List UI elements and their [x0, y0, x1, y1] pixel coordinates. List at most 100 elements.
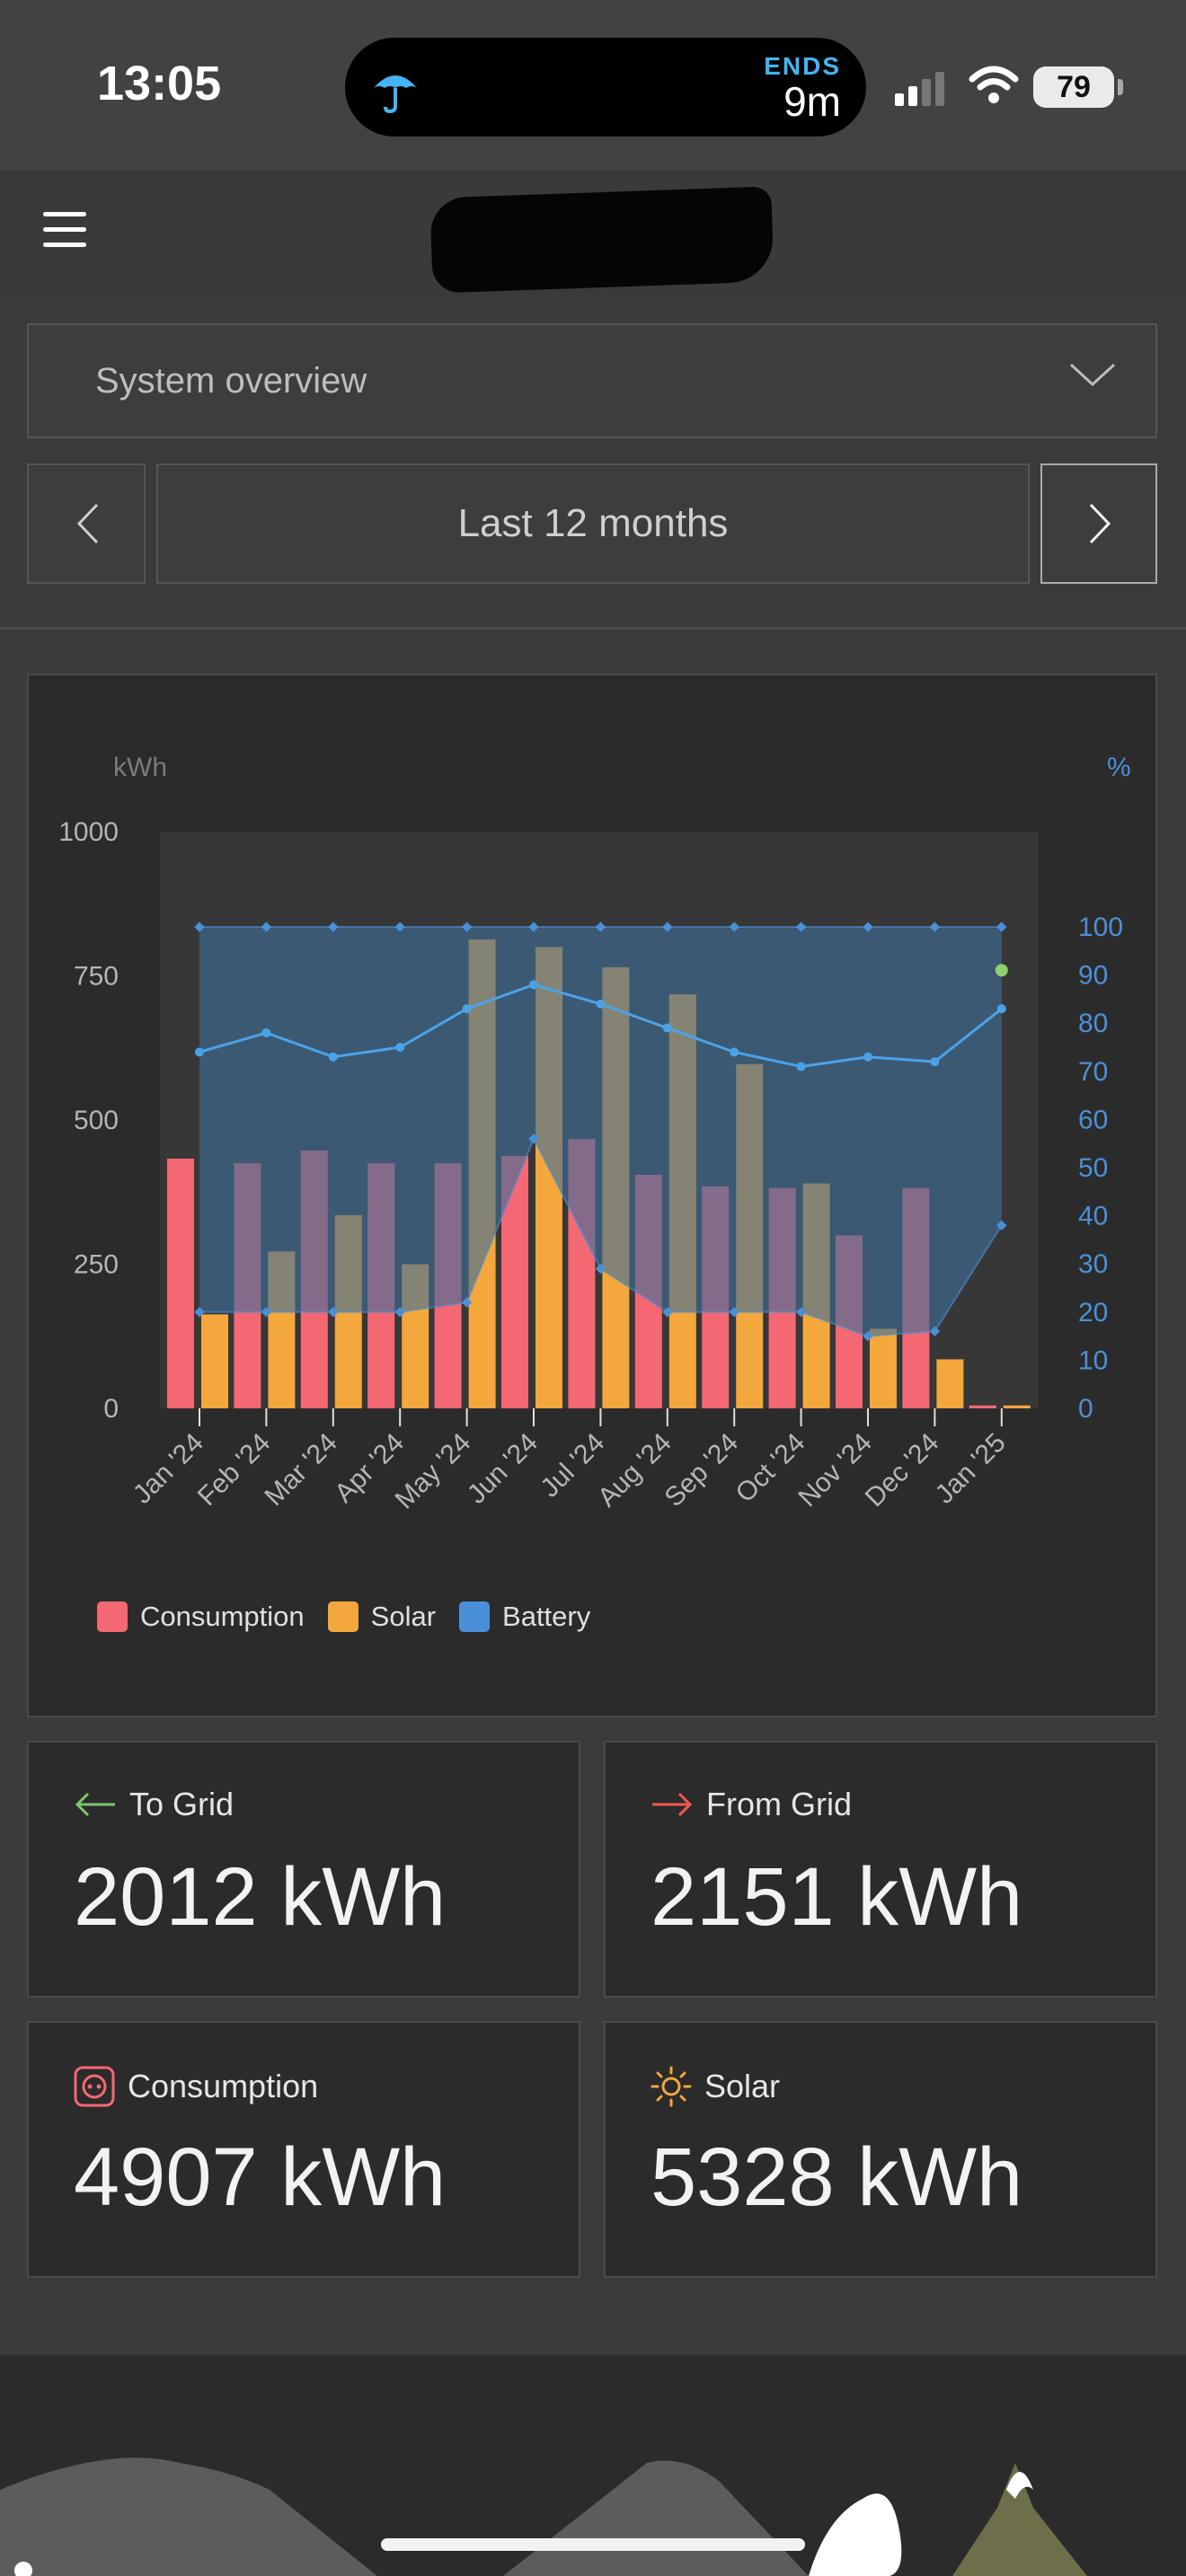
y-tick-label: 500	[74, 1106, 119, 1135]
battery-point	[194, 1307, 205, 1318]
battery-point	[729, 922, 739, 932]
stat-value: 4907 kWh	[74, 2131, 447, 2223]
stat-label: Consumption	[128, 2068, 319, 2104]
consumption-bar	[167, 1159, 194, 1408]
battery-tip	[1118, 79, 1123, 95]
x-tick-label: Feb '24	[192, 1428, 276, 1512]
view-select-value: System overview	[95, 361, 367, 401]
battery-avg-point	[996, 1004, 1006, 1014]
battery-point	[261, 922, 272, 932]
battery-avg-point	[662, 1023, 672, 1033]
battery-point	[795, 1307, 807, 1318]
y2-tick-label: 100	[1078, 913, 1123, 942]
battery-point	[394, 1307, 405, 1318]
battery-avg-point	[596, 999, 606, 1009]
battery-avg-point	[261, 1028, 271, 1037]
battery-point	[662, 922, 673, 932]
current-soc-marker	[995, 964, 1008, 977]
chevron-right-icon	[1089, 503, 1111, 544]
stat-card-consumption[interactable]: Consumption 4907 kWh	[27, 2021, 580, 2278]
y2-tick-label: 80	[1078, 1009, 1108, 1038]
battery-point	[929, 1326, 941, 1337]
y-tick-label: 250	[74, 1250, 119, 1280]
battery-point	[863, 1330, 873, 1342]
solar-bar	[870, 1328, 897, 1408]
stat-card-to-grid[interactable]: To Grid 2012 kWh	[27, 1741, 580, 1998]
arrow-right-icon	[652, 1792, 693, 1817]
next-period-button[interactable]	[1040, 463, 1157, 584]
y2-axis-unit-label: %	[1107, 753, 1131, 782]
x-tick-label: Aug '24	[592, 1428, 677, 1513]
energy-chart[interactable]: kWh % 0 250 500 750 1000 0 10 20 30 40 50 60 70 80 90 100…	[29, 675, 1155, 1716]
y2-tick-label: 10	[1078, 1345, 1108, 1375]
y2-tick-label: 40	[1078, 1202, 1108, 1231]
battery-avg-point	[462, 1004, 472, 1014]
legend-item-consumption[interactable]: Consumption	[97, 1601, 305, 1633]
battery-point	[929, 922, 941, 932]
y2-tick-label: 20	[1078, 1298, 1108, 1328]
x-tick-label: Jan '24	[128, 1428, 209, 1510]
battery-avg-point	[930, 1057, 940, 1067]
battery-point	[729, 1307, 739, 1318]
battery-avg-point	[395, 1043, 405, 1052]
clock: 13:05	[97, 57, 222, 110]
x-tick-label: Jun '24	[462, 1428, 544, 1510]
battery-avg-point	[863, 1052, 872, 1062]
legend-label: Consumption	[140, 1601, 305, 1632]
dynamic-island[interactable]: ENDS 9m	[345, 38, 866, 137]
x-tick-label: Jan '25	[930, 1428, 1012, 1510]
chevron-down-icon	[1069, 363, 1116, 387]
battery-point	[461, 1297, 473, 1308]
divider	[0, 627, 1186, 630]
y-tick-label: 0	[103, 1394, 119, 1424]
y2-tick-label: 30	[1078, 1249, 1108, 1279]
y2-tick-label: 60	[1078, 1105, 1108, 1134]
status-bar: 13:05 ENDS 9m 79	[0, 0, 1186, 171]
y-tick-label: 1000	[58, 817, 119, 847]
legend-item-battery[interactable]: Battery	[459, 1601, 590, 1633]
y-axis-unit-label: kWh	[113, 753, 167, 782]
stat-label: To Grid	[129, 1786, 235, 1822]
legend-label: Battery	[502, 1601, 591, 1632]
battery-point	[328, 922, 339, 932]
stat-label: Solar	[704, 2068, 781, 2104]
battery-point	[863, 922, 873, 932]
legend-item-solar[interactable]: Solar	[327, 1601, 437, 1633]
period-label[interactable]: Last 12 months	[156, 463, 1030, 584]
y2-tick-label: 50	[1078, 1153, 1108, 1183]
stat-card-solar[interactable]: Solar 5328 kWh	[604, 2021, 1157, 2278]
stat-card-from-grid[interactable]: From Grid 2151 kWh	[604, 1741, 1157, 1998]
battery-point	[662, 1307, 673, 1318]
redacted-logo	[429, 186, 774, 294]
battery-point	[394, 922, 405, 932]
previous-period-button[interactable]	[27, 463, 146, 584]
cellular-signal-icon	[895, 72, 944, 106]
battery-avg-point	[730, 1047, 739, 1057]
arrow-left-icon	[75, 1792, 115, 1817]
menu-button[interactable]	[43, 212, 86, 248]
stat-value: 2012 kWh	[74, 1851, 447, 1943]
battery-point	[461, 922, 473, 932]
home-indicator[interactable]	[381, 2538, 805, 2551]
chevron-left-icon	[76, 503, 99, 544]
battery-indicator: 79	[1033, 66, 1114, 108]
x-tick-label: Nov '24	[792, 1428, 878, 1513]
solar-bar	[201, 1314, 228, 1408]
battery-point	[528, 922, 539, 932]
chart-card: kWh% 0 250 500 750 1000 0 10 20 30 40 50 60 70 80 90 100…	[27, 674, 1157, 1717]
x-tick-label: Mar '24	[259, 1428, 342, 1512]
consumption-bar	[969, 1405, 996, 1408]
chart-legend: Consumption Solar Battery	[97, 1601, 590, 1633]
solar-bar	[1003, 1405, 1031, 1408]
wifi-icon	[969, 66, 1019, 103]
x-tick-label: Sep '24	[659, 1428, 745, 1513]
stat-label: From Grid	[706, 1786, 852, 1822]
x-tick-label: Dec '24	[860, 1428, 945, 1513]
legend-label: Solar	[370, 1601, 437, 1632]
view-select[interactable]: System overview	[27, 323, 1157, 438]
solar-bar	[936, 1359, 964, 1408]
y2-tick-label: 0	[1078, 1394, 1093, 1424]
sun-icon	[651, 2066, 692, 2107]
battery-point	[795, 922, 807, 932]
battery-point	[328, 1307, 339, 1318]
